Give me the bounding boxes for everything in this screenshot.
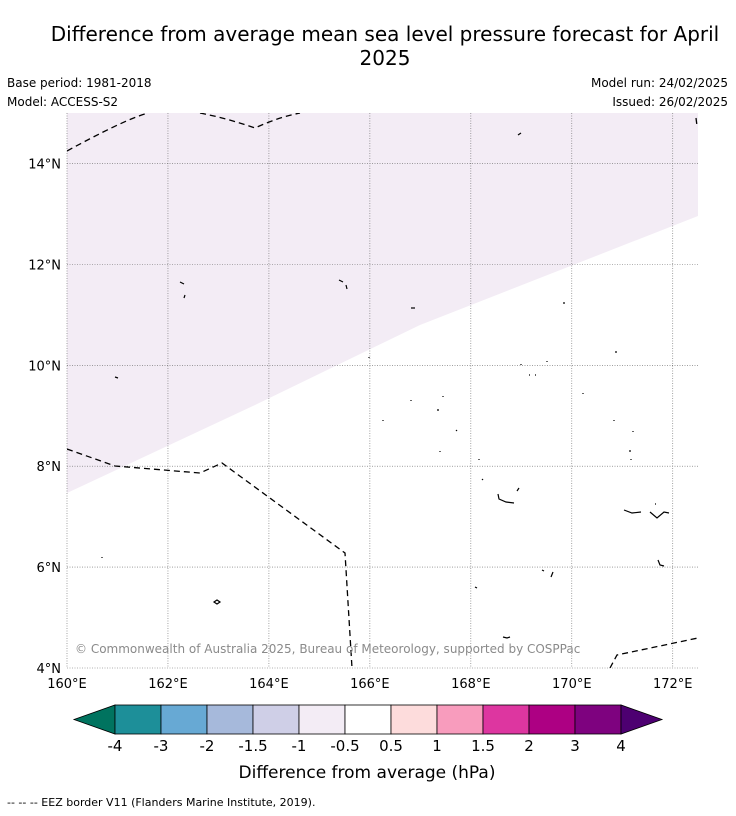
colorbar-tick: -0.5 [330, 737, 359, 755]
forecast-map: 160°E 162°E 164°E 166°E 168°E 170°E 172°E 14°N… [28, 113, 698, 783]
latitude-labels: 14°N 12°N 10°N 8°N 6°N 4°N [28, 157, 61, 677]
colorbar-tick: -4 [108, 737, 123, 755]
colorbar-tick: 0.5 [379, 737, 403, 755]
base-period: Base period: 1981-2018 [7, 76, 152, 90]
map-title: Difference from average mean sea level p… [50, 22, 720, 70]
colorbar-tick-labels: -4 -3 -2 -1.5 -1 -0.5 0.5 1 1.5 2 3 4 [108, 737, 626, 755]
lon-label: 164°E [249, 677, 289, 692]
colorbar-swatch [436, 704, 484, 735]
colorbar-swatch [528, 704, 576, 735]
longitude-labels: 160°E 162°E 164°E 166°E 168°E 170°E 172°E [47, 677, 692, 692]
colorbar-tick: -1 [292, 737, 307, 755]
lon-label: 168°E [451, 677, 491, 692]
lat-label: 4°N [37, 662, 62, 677]
island-outlines [101, 132, 670, 639]
colorbar-tick: 4 [616, 737, 626, 755]
issued-date: Issued: 26/02/2025 [612, 95, 728, 109]
colorbar-swatch [574, 704, 622, 735]
copyright-notice: © Commonwealth of Australia 2025, Bureau… [75, 642, 580, 656]
colorbar-swatch [344, 704, 392, 735]
run-info-left: Base period: 1981-2018 Model: ACCESS-S2 [7, 74, 152, 112]
colorbar-extend-high [620, 704, 664, 735]
colorbar-extend-low [72, 704, 116, 735]
colorbar-tick: -1.5 [238, 737, 267, 755]
lon-label: 162°E [148, 677, 188, 692]
eez-legend-note: -- -- -- EEZ border V11 (Flanders Marine… [7, 796, 316, 809]
lat-label: 8°N [37, 460, 62, 475]
eez-border-line [67, 113, 149, 152]
lon-label: 166°E [350, 677, 390, 692]
lon-label: 172°E [653, 677, 693, 692]
colorbar-swatch [160, 704, 208, 735]
lat-label: 12°N [28, 258, 61, 273]
colorbar-swatch [252, 704, 300, 735]
eez-borders [67, 113, 698, 668]
graticule [66, 113, 698, 669]
colorbar-swatch [114, 704, 162, 735]
colorbar-swatch [390, 704, 438, 735]
lon-label: 170°E [552, 677, 592, 692]
run-info-right: Model run: 24/02/2025 Issued: 26/02/2025 [591, 74, 728, 112]
colorbar-label: Difference from average (hPa) [239, 763, 496, 783]
colorbar [72, 704, 664, 735]
model-run: Model run: 24/02/2025 [590, 76, 728, 90]
colorbar-swatch [482, 704, 530, 735]
eez-border-line [609, 637, 698, 668]
lat-label: 6°N [37, 561, 62, 576]
colorbar-tick: 3 [570, 737, 580, 755]
colorbar-tick: -2 [200, 737, 215, 755]
lon-label: 160°E [47, 677, 87, 692]
lat-label: 14°N [28, 157, 61, 172]
colorbar-tick: -3 [154, 737, 169, 755]
colorbar-swatch [298, 704, 346, 735]
colorbar-tick: 1.5 [471, 737, 495, 755]
lat-label: 10°N [28, 359, 61, 374]
colorbar-tick: 1 [432, 737, 442, 755]
model-name: Model: ACCESS-S2 [7, 95, 119, 109]
eez-border-line [199, 113, 301, 129]
colorbar-tick: 2 [524, 737, 534, 755]
colorbar-swatch [206, 704, 254, 735]
anomaly-region [67, 113, 698, 493]
eez-border-line [695, 117, 698, 127]
eez-border-line [67, 448, 353, 668]
